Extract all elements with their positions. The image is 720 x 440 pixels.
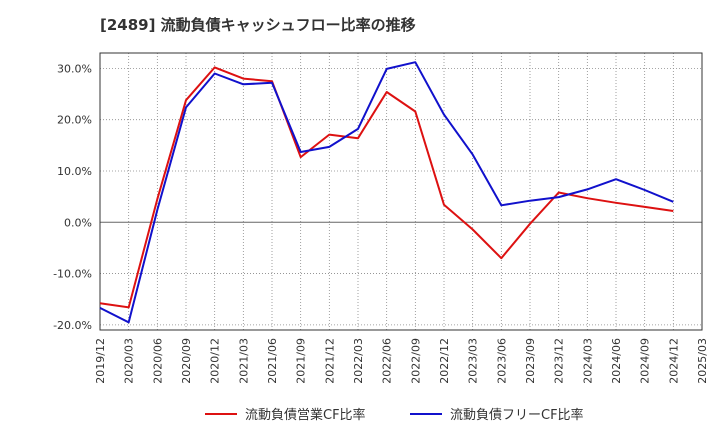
x-tick-label: 2023/06 bbox=[495, 338, 508, 384]
series bbox=[99, 61, 674, 324]
y-axis: -20.0% -10.0% 0.0% 10.0% 20.0% 30.0% bbox=[53, 62, 92, 331]
x-tick-label: 2020/06 bbox=[151, 338, 164, 384]
plot-frame bbox=[99, 52, 703, 331]
y-tick-label: 10.0% bbox=[57, 165, 92, 178]
series-line-1 bbox=[99, 66, 674, 309]
x-tick-label: 2021/03 bbox=[237, 338, 250, 384]
x-tick-label: 2022/12 bbox=[438, 338, 451, 384]
x-tick-label: 2025/03 bbox=[696, 338, 709, 384]
x-tick-label: 2023/09 bbox=[524, 338, 537, 384]
legend-label-1: 流動負債営業CF比率 bbox=[245, 407, 366, 423]
x-tick-label: 2021/09 bbox=[295, 338, 308, 384]
x-axis: 2019/12 2020/03 2020/06 2020/09 2020/12 2021/… bbox=[94, 338, 709, 384]
x-tick-label: 2024/09 bbox=[639, 338, 652, 384]
x-tick-label: 2020/09 bbox=[180, 338, 193, 384]
x-tick-label: 2021/06 bbox=[266, 338, 279, 384]
y-tick-label: -20.0% bbox=[53, 319, 92, 332]
x-tick-label: 2019/12 bbox=[94, 338, 107, 384]
legend: 流動負債営業CF比率 流動負債フリーCF比率 bbox=[205, 407, 584, 423]
x-tick-label: 2020/03 bbox=[123, 338, 136, 384]
x-tick-label: 2023/12 bbox=[553, 338, 566, 384]
x-tick-label: 2022/03 bbox=[352, 338, 365, 384]
y-tick-label: 0.0% bbox=[64, 216, 92, 229]
y-tick-label: 20.0% bbox=[57, 114, 92, 127]
x-tick-label: 2022/06 bbox=[381, 338, 394, 384]
x-tick-label: 2024/06 bbox=[610, 338, 623, 384]
x-tick-label: 2023/03 bbox=[467, 338, 480, 384]
y-tick-label: 30.0% bbox=[57, 62, 92, 75]
chart-title: [2489] 流動負債キャッシュフロー比率の推移 bbox=[100, 16, 416, 34]
series-line-2 bbox=[99, 61, 674, 324]
grid-lines bbox=[100, 53, 702, 330]
y-tick-label: -10.0% bbox=[53, 268, 92, 281]
x-tick-label: 2022/09 bbox=[409, 338, 422, 384]
x-tick-label: 2021/12 bbox=[323, 338, 336, 384]
x-tick-label: 2024/12 bbox=[667, 338, 680, 384]
x-tick-label: 2020/12 bbox=[209, 338, 222, 384]
legend-label-2: 流動負債フリーCF比率 bbox=[450, 407, 584, 423]
x-tick-label: 2024/03 bbox=[581, 338, 594, 384]
